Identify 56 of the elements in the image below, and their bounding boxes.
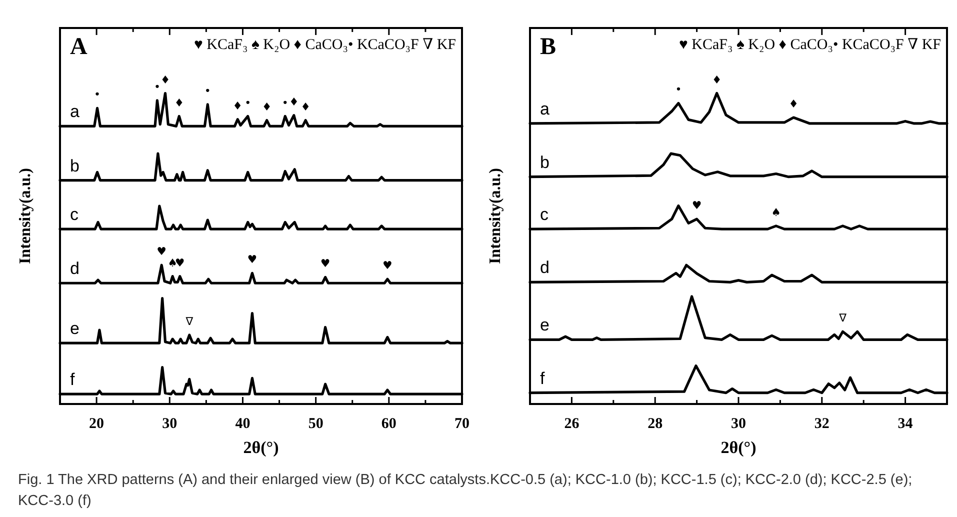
- annotation: •: [154, 80, 160, 94]
- annotation: ♥: [320, 257, 330, 270]
- annotation: ♦: [160, 73, 170, 86]
- series-label: c: [70, 205, 79, 224]
- x-axis-title: 2θ(°): [243, 438, 279, 457]
- annotation: ♥: [692, 199, 702, 212]
- annotation: ♠: [168, 256, 178, 270]
- series-label: f: [70, 370, 75, 390]
- annotation: ♦: [262, 100, 272, 114]
- annotation: •: [282, 96, 288, 110]
- x-tick-label: 28: [648, 416, 663, 432]
- x-tick-label: 30: [731, 416, 746, 432]
- x-tick-label: 70: [454, 416, 470, 432]
- annotation: ♠: [771, 206, 781, 219]
- annotation: ∇: [184, 315, 194, 328]
- x-tick-label: 30: [162, 416, 178, 432]
- series-label: d: [70, 259, 80, 278]
- x-axis-title: 2θ(°): [720, 438, 756, 457]
- annotation: ♦: [174, 96, 184, 110]
- x-tick-label: 34: [898, 416, 914, 432]
- annotation: ♦: [712, 73, 722, 86]
- series-label: b: [70, 156, 80, 176]
- annotation: ♥: [174, 256, 185, 270]
- annotation: ♦: [232, 99, 243, 112]
- x-tick-label: 50: [308, 416, 324, 432]
- annotation: ♥: [156, 245, 167, 258]
- annotation: •: [244, 96, 252, 110]
- x-tick-label: 20: [89, 416, 104, 432]
- annotation: ∇: [838, 312, 848, 325]
- series-label: c: [540, 205, 549, 224]
- text: ♥ KCaF₃ ♠ K₂O ♦ CaCO₃• KCaCO₃F ∇ KF: [678, 37, 941, 53]
- x-tick-label: 32: [814, 416, 830, 432]
- annotation: ♦: [288, 95, 299, 108]
- text: ♥ KCaF₃ ♠ K₂O ♦ CaCO₃• KCaCO₃F ∇ KF: [194, 37, 456, 53]
- annotation: ♥: [247, 253, 258, 266]
- y-axis-title: Intensity(a.u.): [487, 168, 504, 264]
- series-label: e: [70, 319, 80, 338]
- x-tick-label: 26: [564, 416, 580, 432]
- x-tick-label: 40: [235, 416, 250, 432]
- series-label: d: [540, 258, 550, 278]
- series-label: e: [540, 316, 550, 335]
- caption: Fig. 1 The XRD patterns (A) and their enlarged view (B) of KCC catalysts.KCC-0.5 (a); KCC-1.0 (b); KCC-1.5 (c); KCC-2.0 (d); KCC-2.5 (e); KCC-3.0 (f): [18, 471, 914, 511]
- annotation: ♦: [300, 100, 311, 114]
- series-label: a: [540, 99, 550, 118]
- series-label: a: [70, 102, 80, 122]
- series-label: f: [540, 368, 545, 388]
- annotation: •: [675, 83, 682, 96]
- x-tick-label: 60: [381, 416, 396, 432]
- chart-title: B: [540, 34, 556, 60]
- annotation: ♦: [788, 97, 798, 110]
- annotation: •: [204, 84, 211, 98]
- annotation: ♥: [382, 259, 392, 272]
- annotation: •: [94, 88, 101, 102]
- y-axis-title: Intensity(a.u.): [17, 168, 34, 264]
- series-label: b: [540, 152, 550, 172]
- chart-title: A: [70, 34, 88, 60]
